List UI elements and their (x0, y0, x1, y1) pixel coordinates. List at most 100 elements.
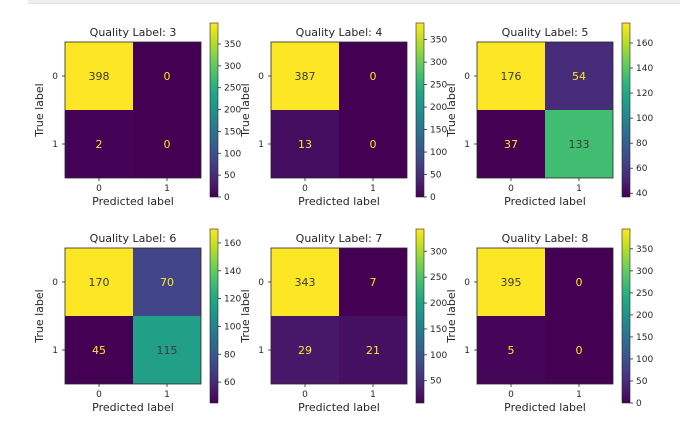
x-axis-label: Predicted label (92, 401, 174, 414)
x-axis-label: Predicted label (298, 195, 380, 208)
heatmap-cell (65, 316, 133, 384)
y-tick-label: 0 (52, 278, 58, 288)
colorbar-tick-label: 150 (430, 126, 447, 136)
panel-title: Quality Label: 4 (296, 26, 383, 39)
heatmap-frame (270, 41, 408, 179)
colorbar-tick-label: 0 (636, 399, 642, 409)
colorbar-tick-label: 80 (636, 139, 648, 149)
heatmap-frame (476, 41, 614, 179)
panel-title: Quality Label: 7 (296, 232, 383, 245)
heatmap-cell (339, 110, 407, 178)
colorbar-tick-label: 150 (636, 333, 653, 343)
x-tick-label: 0 (302, 390, 308, 400)
cell-value-label: 395 (501, 276, 522, 289)
x-axis-label: Predicted label (298, 401, 380, 414)
colorbar-tick-label: 150 (430, 325, 447, 335)
colorbar-tick-label: 120 (636, 89, 653, 99)
panel-title: Quality Label: 6 (90, 232, 177, 245)
colorbar-tick-label: 350 (224, 40, 241, 50)
cell-value-label: 115 (157, 344, 178, 357)
colorbar-tick-label: 100 (636, 114, 653, 124)
x-tick-label: 1 (576, 184, 582, 194)
cell-value-label: 54 (572, 70, 586, 83)
y-tick-label: 0 (464, 278, 470, 288)
heatmap-cell (271, 42, 339, 110)
colorbar-tick-label: 80 (224, 350, 236, 360)
colorbar (621, 22, 631, 198)
x-axis-label: Predicted label (92, 195, 174, 208)
x-tick-label: 1 (370, 390, 376, 400)
x-tick-label: 0 (302, 184, 308, 194)
colorbar-tick-label: 350 (636, 245, 653, 255)
colorbar-tick-label: 100 (636, 355, 653, 365)
y-tick-label: 1 (52, 346, 58, 356)
colorbar-tick-label: 160 (224, 239, 241, 249)
colorbar-tick-label: 50 (224, 171, 236, 181)
colorbar-tick-label: 160 (636, 39, 653, 49)
colorbar-tick-label: 50 (430, 377, 442, 387)
y-tick-label: 0 (52, 72, 58, 82)
cell-value-label: 2 (96, 138, 103, 151)
colorbar-tick-label: 300 (430, 247, 447, 257)
x-tick-label: 0 (96, 390, 102, 400)
cell-value-label: 0 (370, 138, 377, 151)
colorbar-tick-label: 100 (430, 351, 447, 361)
panel-title: Quality Label: 3 (90, 26, 177, 39)
heatmap-cell (477, 110, 545, 178)
cell-value-label: 0 (576, 344, 583, 357)
y-tick-label: 1 (258, 346, 264, 356)
cell-value-label: 5 (508, 344, 515, 357)
colorbar-tick-label: 100 (224, 322, 241, 332)
cell-value-label: 133 (569, 138, 590, 151)
y-tick-label: 0 (464, 72, 470, 82)
heatmap-cell (545, 42, 613, 110)
y-axis-label: True label (239, 289, 252, 343)
heatmap-cell (339, 248, 407, 316)
colorbar-tick-label: 100 (224, 149, 241, 159)
colorbar-tick-label: 0 (430, 193, 436, 203)
x-tick-label: 0 (508, 184, 514, 194)
colorbar (415, 228, 425, 404)
y-axis-label: True label (445, 83, 458, 137)
heatmap-cell (339, 316, 407, 384)
cell-value-label: 37 (504, 138, 518, 151)
x-axis-label: Predicted label (504, 195, 586, 208)
colorbar (209, 228, 219, 404)
heatmap-cell (65, 248, 133, 316)
y-tick-label: 1 (258, 140, 264, 150)
colorbar-tick-label: 200 (224, 106, 241, 116)
x-tick-label: 1 (164, 390, 170, 400)
colorbar-tick-label: 250 (224, 84, 241, 94)
x-tick-label: 1 (370, 184, 376, 194)
x-tick-label: 0 (508, 390, 514, 400)
heatmap-cell (133, 316, 201, 384)
heatmap-frame (476, 247, 614, 385)
heatmap-frame (64, 247, 202, 385)
colorbar-tick-label: 120 (224, 295, 241, 305)
colorbar-tick-label: 140 (224, 267, 241, 277)
heatmap-cell (133, 248, 201, 316)
heatmap-cell (545, 248, 613, 316)
colorbar-tick-label: 200 (430, 299, 447, 309)
cell-value-label: 70 (160, 276, 174, 289)
colorbar-tick-label: 60 (636, 164, 648, 174)
colorbar-tick-label: 50 (430, 171, 442, 181)
y-axis-label: True label (445, 289, 458, 343)
colorbar-tick-label: 40 (636, 189, 648, 199)
y-tick-label: 0 (258, 72, 264, 82)
y-tick-label: 0 (258, 278, 264, 288)
cell-value-label: 0 (164, 138, 171, 151)
y-tick-label: 1 (464, 140, 470, 150)
heatmap-cell (133, 42, 201, 110)
cell-value-label: 21 (366, 344, 380, 357)
cell-value-label: 343 (295, 276, 316, 289)
cell-value-label: 0 (164, 70, 171, 83)
panel-title: Quality Label: 8 (502, 232, 589, 245)
colorbar-tick-label: 300 (430, 58, 447, 68)
heatmap-frame (64, 41, 202, 179)
y-axis-label: True label (33, 83, 46, 137)
